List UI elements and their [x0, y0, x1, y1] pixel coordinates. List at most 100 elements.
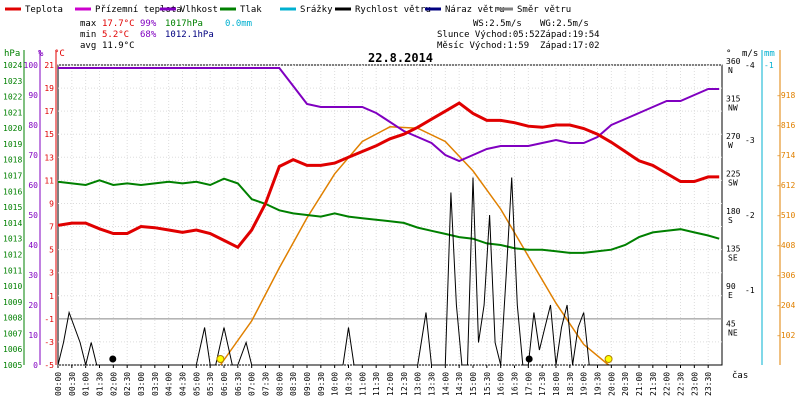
tick-ms: -2 — [745, 211, 755, 220]
stat-min-hum: 68% — [140, 30, 157, 40]
tick-c: 19 — [44, 84, 54, 93]
tick-sun: -408 — [776, 241, 795, 250]
tick-sun: -816 — [776, 121, 795, 130]
info-sun-set: Západ:19:54 — [540, 30, 600, 40]
tick-c: -3 — [44, 338, 54, 347]
stat-max-press: 1017hPa — [165, 19, 203, 29]
x-tick-label: 10:00 — [331, 372, 340, 396]
tick-sun: -306 — [776, 271, 795, 280]
series-tlak — [57, 177, 720, 254]
tick-c: 3 — [49, 269, 54, 278]
x-tick-label: 23:30 — [704, 372, 713, 396]
info-moon: Měsíc Východ:1:59 — [437, 41, 529, 51]
x-tick-label: 00:30 — [68, 372, 77, 396]
x-tick-label: 01:00 — [82, 372, 91, 396]
x-tick-label: 03:00 — [137, 372, 146, 396]
legend-label: Tlak — [240, 5, 262, 15]
x-tick-label: 17:00 — [524, 372, 533, 396]
tick-c: 21 — [44, 61, 54, 70]
x-tick-label: 08:30 — [289, 372, 298, 396]
x-tick-label: 05:00 — [192, 372, 201, 396]
x-tick-label: 21:00 — [635, 372, 644, 396]
series-vlhkost — [58, 67, 720, 163]
tick-hpa: 1008 — [3, 314, 22, 323]
series-sluneční-záření — [219, 126, 610, 366]
x-tick-label: 10:30 — [345, 372, 354, 396]
tick-hpa: 1024 — [3, 61, 22, 70]
tick-dir: W — [728, 141, 733, 150]
unit-ms: m/s — [742, 49, 758, 59]
x-tick-label: 16:30 — [511, 372, 520, 396]
x-tick-label: 07:30 — [262, 372, 271, 396]
tick-hpa: 1020 — [3, 124, 22, 133]
tick-hpa: 1009 — [3, 298, 22, 307]
tick-c: 15 — [44, 130, 54, 139]
tick-deg: 315 — [726, 95, 741, 104]
x-tick-label: 17:30 — [538, 372, 547, 396]
x-tick-label: 08:00 — [275, 372, 284, 396]
x-tick-label: 19:30 — [594, 372, 603, 396]
tick-ms: -4 — [745, 61, 755, 70]
x-tick-label: 20:00 — [607, 372, 616, 396]
tick-pct: 0 — [33, 361, 38, 370]
stat-min-temp: 5.2°C — [102, 30, 129, 40]
tick-deg: 270 — [726, 132, 741, 141]
tick-sun: -204 — [776, 301, 795, 310]
stat-min-label: min — [80, 30, 96, 40]
legend-label: Rychlost větru — [355, 5, 431, 15]
tick-hpa: 1007 — [3, 329, 22, 338]
legend-label: Srážky — [300, 5, 333, 15]
tick-pct: 100 — [24, 61, 39, 70]
x-tick-label: 04:00 — [165, 372, 174, 396]
stat-max-hum: 99% — [140, 19, 157, 29]
tick-sun: -510 — [776, 211, 795, 220]
unit-c: °C — [54, 49, 65, 59]
tick-dir: NW — [728, 104, 738, 113]
x-axis-label: čas — [732, 370, 748, 381]
tick-hpa: 1010 — [3, 282, 22, 291]
sunrise-marker — [216, 355, 225, 363]
tick-c: 13 — [44, 153, 54, 162]
tick-ms: -1 — [745, 286, 755, 295]
x-tick-label: 14:30 — [455, 372, 464, 396]
axes: hPa% °C ° m/s mm1024102310221021102010191018… — [3, 49, 795, 396]
x-tick-label: 13:30 — [428, 372, 437, 396]
tick-sun: -612 — [776, 181, 795, 190]
stat-avg-label: avg — [80, 41, 96, 51]
tick-dir: S — [728, 216, 733, 225]
info-wg: WG:2.5m/s — [540, 19, 589, 29]
x-tick-label: 09:30 — [317, 372, 326, 396]
tick-pct: 60 — [28, 181, 38, 190]
x-tick-label: 02:30 — [123, 372, 132, 396]
legend-label: Směr větru — [517, 5, 571, 15]
stat-max-rain: 0.0mm — [225, 19, 252, 29]
legend-label: Náraz větru — [445, 5, 505, 15]
x-tick-label: 07:00 — [248, 372, 257, 396]
x-tick-label: 20:30 — [621, 372, 630, 396]
x-tick-label: 15:30 — [483, 372, 492, 396]
tick-c: -5 — [44, 361, 54, 370]
series-teplota — [57, 101, 720, 250]
x-tick-label: 15:00 — [469, 372, 478, 396]
tick-deg: 90 — [726, 282, 736, 291]
info-sun: Slunce Východ:05:52 — [437, 30, 540, 40]
unit-pct: % — [38, 49, 44, 59]
x-tick-label: 06:30 — [234, 372, 243, 396]
series — [57, 67, 722, 366]
x-tick-label: 21:30 — [649, 372, 658, 396]
chart-date: 22.8.2014 — [368, 51, 433, 65]
tick-mm: -1 — [764, 61, 774, 70]
tick-c: -1 — [44, 315, 54, 324]
tick-hpa: 1014 — [3, 219, 22, 228]
x-tick-label: 04:30 — [179, 372, 188, 396]
unit-mm: mm — [764, 49, 775, 59]
info-ws: WS:2.5m/s — [473, 19, 522, 29]
stat-max-label: max — [80, 19, 97, 29]
tick-sun: -918 — [776, 91, 795, 100]
unit-deg: ° — [726, 49, 731, 59]
x-tick-label: 11:30 — [372, 372, 381, 396]
tick-c: 1 — [49, 292, 54, 301]
tick-c: 17 — [44, 107, 54, 116]
x-tick-label: 12:00 — [386, 372, 395, 396]
